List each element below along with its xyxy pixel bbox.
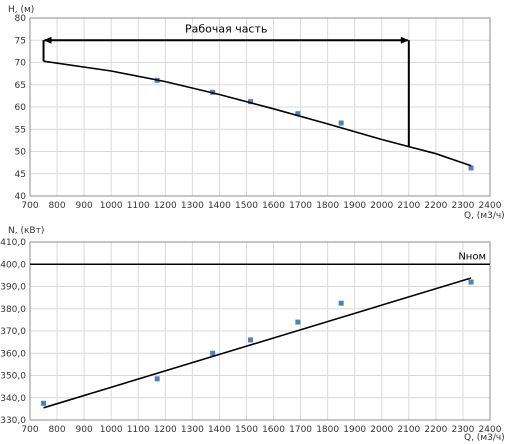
head-x-axis-title: Q, (м3/ч): [464, 211, 505, 221]
power-chart: N, (кВт) Q, (м3/ч) 700 800 900 1000 1100 1200…: [0, 226, 504, 443]
c0-data-point-5: [468, 165, 474, 171]
c0-x-tick-label-9: 1600: [262, 201, 285, 211]
c1-x-tick-label-7: 1400: [208, 425, 231, 435]
c0-y-tick-label-4: 60: [15, 103, 27, 113]
c1-x-tick-label-2: 900: [76, 425, 93, 435]
c1-y-tick-label-6: 390,0: [0, 283, 26, 293]
c0-plot-frame: [29, 17, 491, 197]
c0-y-tick-label-0: 40: [15, 192, 27, 202]
c0-range-arrowhead-left: [43, 36, 52, 44]
c0-trend-line: [43, 60, 472, 167]
c1-data-point-6: [468, 279, 474, 285]
c1-data-point-4: [295, 319, 301, 325]
c0-x-tick-label-4: 1100: [127, 201, 150, 211]
c0-x-tick-label-0: 700: [21, 201, 38, 211]
c1-y-tick-label-7: 400,0: [0, 260, 26, 270]
c1-x-tick-label-8: 1500: [235, 425, 258, 435]
c1-x-tick-label-4: 1100: [127, 425, 150, 435]
c1-x-tick-label-12: 1900: [343, 425, 366, 435]
c1-x-tick-label-1: 800: [48, 425, 65, 435]
c1-x-tick-label-0: 700: [21, 425, 38, 435]
c1-data-point-2: [210, 350, 216, 356]
c0-x-tick-label-14: 2100: [397, 201, 420, 211]
c1-x-tick-label-6: 1300: [181, 425, 204, 435]
c1-x-tick-label-3: 1000: [100, 425, 123, 435]
c0-data-point-2: [248, 99, 254, 105]
c0-x-tick-label-8: 1500: [235, 201, 258, 211]
c0-x-tick-label-6: 1300: [181, 201, 204, 211]
c1-y-tick-label-4: 370,0: [0, 327, 26, 337]
c0-data-point-4: [338, 120, 344, 126]
head-y-axis-title: H, (м): [8, 5, 34, 15]
c0-y-tick-label-3: 55: [15, 125, 26, 135]
c1-data-point-5: [338, 300, 344, 306]
c1-y-tick-label-3: 360,0: [0, 349, 26, 359]
c1-x-tick-label-11: 1800: [316, 425, 339, 435]
c0-y-tick-label-6: 70: [15, 59, 27, 69]
c0-x-tick-label-10: 1700: [289, 201, 312, 211]
power-y-axis-title: N, (кВт): [8, 226, 44, 236]
c0-y-tick-label-8: 80: [15, 14, 27, 24]
c1-x-tick-label-15: 2200: [424, 425, 447, 435]
c1-y-tick-label-2: 350,0: [0, 372, 26, 382]
c0-x-tick-label-7: 1400: [208, 201, 231, 211]
c1-data-point-1: [154, 376, 160, 382]
c0-y-tick-label-1: 45: [15, 170, 26, 180]
c0-x-tick-label-1: 800: [48, 201, 65, 211]
c0-x-tick-label-5: 1200: [154, 201, 177, 211]
c0-y-tick-label-2: 50: [15, 148, 27, 158]
c0-data-point-3: [295, 111, 301, 117]
c0-x-tick-label-2: 900: [76, 201, 93, 211]
c0-y-tick-label-5: 65: [15, 81, 26, 91]
c0-x-tick-label-15: 2200: [424, 201, 447, 211]
head-chart: H, (м) Q, (м3/ч) 700 800 900 1000 1100 1200 13…: [8, 5, 505, 221]
c1-y-tick-label-5: 380,0: [0, 305, 26, 315]
c1-x-tick-label-14: 2100: [397, 425, 420, 435]
c1-trend-line: [43, 277, 472, 409]
c1-y-tick-label-8: 410,0: [0, 238, 26, 248]
c0-range-arrowhead-right: [400, 36, 409, 44]
c1-plot-frame: [29, 241, 491, 421]
c0-x-tick-label-11: 1800: [316, 201, 339, 211]
c1-x-tick-label-5: 1200: [154, 425, 177, 435]
c0-y-tick-label-7: 75: [15, 36, 26, 46]
power-x-axis-title: Q, (м3/ч): [464, 433, 505, 443]
c1-x-tick-label-16: 2300: [451, 425, 474, 435]
c0-range-label: Рабочая часть: [185, 22, 267, 35]
c0-x-tick-label-12: 1900: [343, 201, 366, 211]
c1-reference-label-0: Nном: [458, 251, 486, 262]
c1-x-tick-label-17: 2400: [479, 425, 502, 435]
c0-x-tick-label-13: 2000: [370, 201, 393, 211]
c0-x-tick-label-3: 1000: [100, 201, 123, 211]
c1-y-tick-label-0: 330,0: [0, 416, 26, 426]
c1-x-tick-label-13: 2000: [370, 425, 393, 435]
c0-x-tick-label-16: 2300: [451, 201, 474, 211]
c1-x-tick-label-9: 1600: [262, 425, 285, 435]
c0-x-tick-label-17: 2400: [479, 201, 502, 211]
c1-data-point-0: [41, 400, 47, 406]
c1-y-tick-label-1: 340,0: [0, 394, 26, 404]
c1-data-point-3: [248, 337, 254, 343]
c1-x-tick-label-10: 1700: [289, 425, 312, 435]
